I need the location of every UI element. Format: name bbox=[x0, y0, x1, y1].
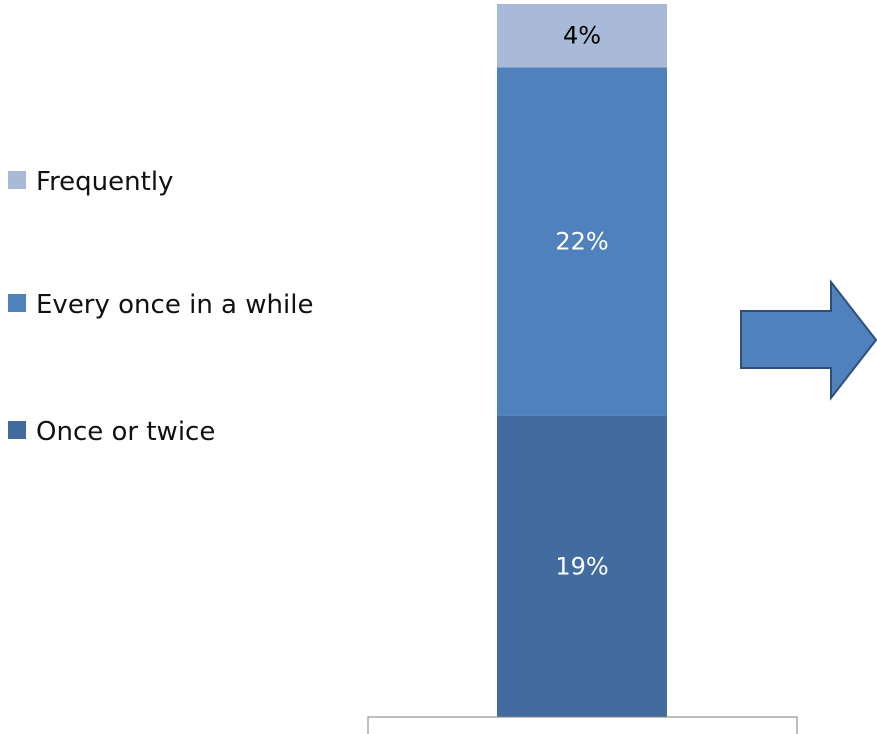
bar-segments bbox=[497, 4, 667, 717]
data-label-frequently: 4% bbox=[563, 22, 601, 50]
bar-data-labels: 19% 22% 4% bbox=[555, 22, 608, 581]
bar-segment-frequently bbox=[497, 4, 667, 68]
bar-segment-once-or-twice bbox=[497, 415, 667, 717]
category-axis-box bbox=[367, 716, 798, 734]
legend: Frequently Every once in a while Once or… bbox=[8, 167, 313, 447]
legend-item-frequently: Frequently bbox=[8, 167, 173, 197]
legend-label-once-or-twice: Once or twice bbox=[36, 417, 215, 447]
legend-item-once-or-twice: Once or twice bbox=[8, 417, 215, 447]
legend-label-frequently: Frequently bbox=[36, 167, 173, 197]
legend-swatch-every-once-in-a-while bbox=[8, 294, 26, 312]
right-arrow-icon bbox=[740, 279, 877, 401]
bar-segment-every-once-in-a-while bbox=[497, 67, 667, 416]
legend-swatch-frequently bbox=[8, 171, 26, 189]
legend-label-every-once-in-a-while: Every once in a while bbox=[36, 290, 313, 320]
data-label-once-or-twice: 19% bbox=[555, 552, 608, 580]
legend-swatch-once-or-twice bbox=[8, 421, 26, 439]
legend-item-every-once-in-a-while: Every once in a while bbox=[8, 290, 313, 320]
data-label-every-once-in-a-while: 22% bbox=[555, 228, 608, 256]
